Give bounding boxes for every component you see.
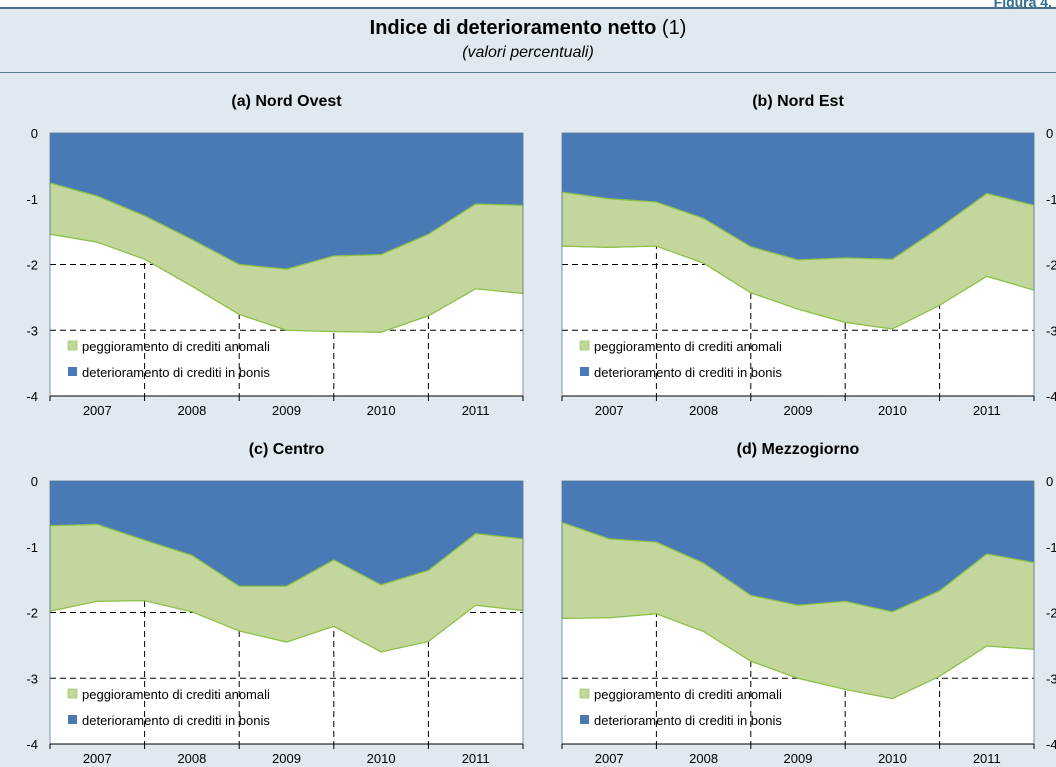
x-tick-label: 2010 xyxy=(367,751,396,766)
y-tick-label: 0 xyxy=(1046,126,1053,141)
y-tick-label: -2 xyxy=(1046,258,1056,273)
y-tick-label: -1 xyxy=(1046,192,1056,207)
y-tick-label: -4 xyxy=(1046,737,1056,752)
x-tick-label: 2007 xyxy=(83,403,112,418)
y-tick-label: -2 xyxy=(26,606,38,621)
y-tick-label: -4 xyxy=(26,737,38,752)
x-tick-label: 2009 xyxy=(784,403,813,418)
figure-subtitle: (valori percentuali) xyxy=(462,44,594,61)
legend-swatch-anomali xyxy=(579,340,590,351)
y-tick-label: -1 xyxy=(26,192,38,207)
y-tick-label: -4 xyxy=(1046,389,1056,404)
legend-label-anomali: peggioramento di crediti anomali xyxy=(594,687,782,702)
area-crediti-in-bonis xyxy=(50,133,523,270)
y-tick-label: -1 xyxy=(26,540,38,555)
x-tick-label: 2010 xyxy=(878,403,907,418)
legend-label-anomali: peggioramento di crediti anomali xyxy=(82,339,270,354)
y-tick-label: 0 xyxy=(31,126,38,141)
panel-title: (a) Nord Ovest xyxy=(231,93,342,110)
series-line-bonis xyxy=(49,182,524,270)
y-tick-label: -3 xyxy=(26,671,38,686)
series-line-anomali xyxy=(561,245,1035,330)
x-tick-label: 2011 xyxy=(973,751,1001,766)
series-line-anomali xyxy=(49,233,524,333)
x-tick-label: 2007 xyxy=(595,403,624,418)
figure-label: Figura 4. xyxy=(993,0,1052,10)
x-tick-label: 2008 xyxy=(689,751,718,766)
area-crediti-in-bonis xyxy=(562,481,1034,612)
series-line-bonis xyxy=(561,521,1035,613)
legend-swatch-bonis xyxy=(68,715,77,724)
legend-swatch-anomali xyxy=(67,340,78,351)
x-tick-label: 2009 xyxy=(784,751,813,766)
legend-label-anomali: peggioramento di crediti anomali xyxy=(82,687,270,702)
legend-label-bonis: deterioramento di crediti in bonis xyxy=(594,365,782,380)
x-tick-label: 2010 xyxy=(367,403,396,418)
x-tick-label: 2011 xyxy=(462,751,490,766)
y-tick-label: -3 xyxy=(1046,323,1056,338)
chart-panel-3: (c) Centro 2007 2008 2009 2010 2011 0 -1 -2 -3 -4 p… xyxy=(26,441,524,766)
y-tick-label: -3 xyxy=(26,323,38,338)
y-tick-label: -3 xyxy=(1046,671,1056,686)
legend-label-bonis: deterioramento di crediti in bonis xyxy=(82,713,270,728)
area-crediti-in-bonis xyxy=(562,133,1034,260)
panel-title: (c) Centro xyxy=(249,441,325,458)
chart-panel-2: (b) Nord Est 2007 2008 2009 2010 2011 0 -1 -2 -3 -… xyxy=(561,93,1056,418)
legend-label-anomali: peggioramento di crediti anomali xyxy=(594,339,782,354)
x-tick-label: 2010 xyxy=(878,751,907,766)
figure-header xyxy=(0,9,1056,73)
series-line-bonis xyxy=(49,523,524,587)
top-rule xyxy=(0,7,1056,9)
y-tick-label: -4 xyxy=(26,389,38,404)
series-line-anomali xyxy=(49,600,524,653)
y-tick-label: -2 xyxy=(26,258,38,273)
legend-swatch-bonis xyxy=(68,367,77,376)
y-tick-label: 0 xyxy=(31,474,38,489)
legend-swatch-anomali xyxy=(67,688,78,699)
chart-panel-4: (d) Mezzogiorno 2007 2008 2009 2010 2011 0 -1 -2… xyxy=(561,441,1056,766)
x-tick-label: 2007 xyxy=(83,751,112,766)
y-tick-label: 0 xyxy=(1046,474,1053,489)
x-tick-label: 2008 xyxy=(689,403,718,418)
figure-title-note: (1) xyxy=(661,17,687,39)
x-tick-label: 2011 xyxy=(462,403,490,418)
legend-swatch-bonis xyxy=(580,367,589,376)
y-tick-label: -1 xyxy=(1046,540,1056,555)
area-crediti-in-bonis xyxy=(50,481,523,587)
x-tick-label: 2008 xyxy=(177,751,206,766)
x-tick-label: 2009 xyxy=(272,751,301,766)
legend-swatch-anomali xyxy=(579,688,590,699)
y-tick-label: -2 xyxy=(1046,606,1056,621)
series-line-bonis xyxy=(561,191,1035,261)
x-tick-label: 2011 xyxy=(973,403,1001,418)
legend-swatch-bonis xyxy=(580,715,589,724)
panel-title: (d) Mezzogiorno xyxy=(737,441,860,458)
x-tick-label: 2008 xyxy=(177,403,206,418)
chart-panel-1: (a) Nord Ovest 2007 2008 2009 2010 2011 0 -1 -2 -… xyxy=(26,93,524,418)
figure-title-main: Indice di deterioramento netto xyxy=(369,17,657,39)
panel-title: (b) Nord Est xyxy=(752,93,844,110)
x-tick-label: 2007 xyxy=(595,751,624,766)
x-tick-label: 2009 xyxy=(272,403,301,418)
legend-label-bonis: deterioramento di crediti in bonis xyxy=(82,365,270,380)
legend-label-bonis: deterioramento di crediti in bonis xyxy=(594,713,782,728)
series-line-anomali xyxy=(561,613,1035,700)
figure-title: Indice di deterioramento netto (1) xyxy=(0,17,1056,40)
